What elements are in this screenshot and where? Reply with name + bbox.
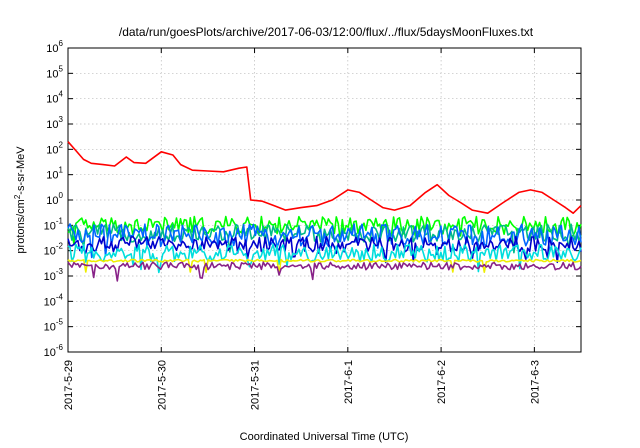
x-tick-label: 2017-6-3 — [529, 360, 541, 404]
y-tick-label: 10-1 — [44, 216, 64, 232]
chart-title: /data/run/goesPlots/archive/2017-06-03/1… — [119, 25, 534, 39]
series-line-4 — [67, 235, 582, 264]
series-line-7 — [67, 261, 582, 282]
x-tick-label: 2017-5-29 — [63, 360, 75, 410]
y-axis-ticks: 10-6 10-5 10-4 10-3 10-2 10-1 100 101 102 103 104 1… — [44, 39, 581, 359]
series-line-1 — [67, 215, 582, 246]
y-tick-label: 106 — [46, 39, 63, 55]
x-axis-ticks: 2017-5-29 2017-5-30 2017-5-31 2017-6-1 2017-… — [63, 48, 541, 410]
series-line-0 — [67, 141, 582, 214]
grid-lines — [68, 48, 581, 352]
y-tick-label: 10-4 — [44, 292, 64, 308]
data-series — [67, 141, 582, 282]
y-tick-label: 102 — [46, 140, 63, 156]
y-axis-label: protons/cm2-s-sr-MeV — [13, 146, 27, 254]
series-line-3 — [67, 223, 582, 259]
y-tick-label: 10-5 — [44, 318, 64, 334]
y-tick-label: 10-6 — [44, 343, 64, 359]
y-tick-label: 101 — [46, 166, 63, 182]
y-tick-label: 10-3 — [44, 267, 64, 283]
y-tick-label: 105 — [46, 64, 63, 80]
y-tick-label: 100 — [46, 191, 63, 207]
y-tick-label: 10-2 — [44, 242, 64, 258]
y-tick-label: 104 — [46, 90, 63, 106]
series-line-5 — [67, 243, 582, 274]
series-line-6 — [67, 258, 582, 274]
x-tick-label: 2017-5-30 — [156, 360, 168, 410]
x-axis-label: Coordinated Universal Time (UTC) — [240, 431, 409, 443]
x-tick-label: 2017-6-1 — [343, 360, 355, 404]
x-tick-label: 2017-6-2 — [436, 360, 448, 404]
y-tick-label: 103 — [46, 115, 63, 131]
x-tick-label: 2017-5-31 — [250, 360, 262, 410]
